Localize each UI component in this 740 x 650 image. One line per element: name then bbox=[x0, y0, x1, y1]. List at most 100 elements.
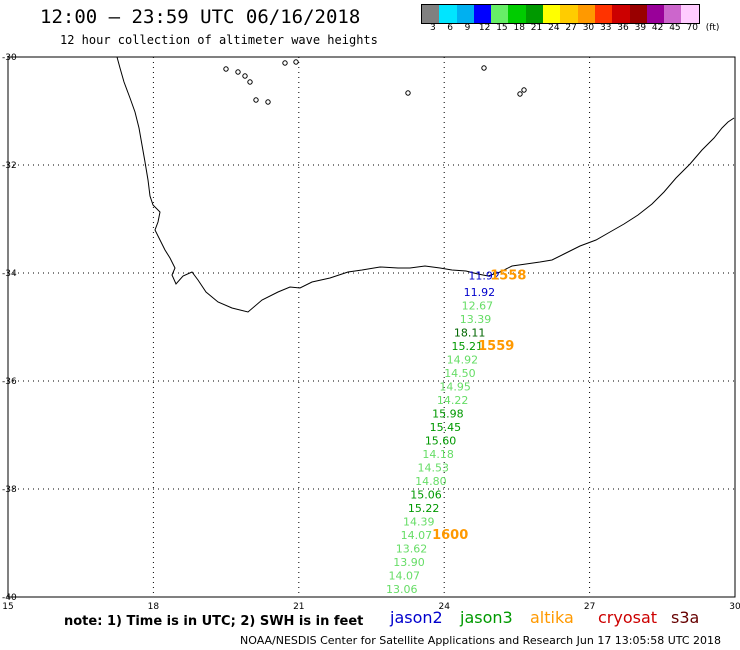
wave-height-label: 14.22 bbox=[437, 394, 469, 407]
inland-water-outline bbox=[521, 87, 527, 93]
wave-height-label: 14.18 bbox=[422, 448, 454, 461]
graticule-grid bbox=[7, 56, 736, 598]
scale-swatch bbox=[525, 5, 544, 23]
inland-water-outline bbox=[223, 66, 229, 72]
wave-height-label: 14.80 bbox=[415, 475, 447, 488]
mission-jason2: jason2 bbox=[390, 608, 443, 627]
wave-height-label: 15.98 bbox=[432, 407, 464, 420]
scale-label: 3 bbox=[430, 23, 436, 33]
inland-water-outline bbox=[253, 97, 259, 103]
wave-height-label: 14.92 bbox=[447, 353, 479, 366]
inland-water-outline bbox=[247, 79, 253, 85]
inland-water-outline bbox=[235, 69, 241, 75]
pass-time-label: 1559 bbox=[478, 339, 514, 354]
wave-height-label: 14.50 bbox=[444, 367, 476, 380]
scale-swatch bbox=[560, 5, 578, 23]
inland-water-outline bbox=[481, 65, 487, 71]
scale-label: 15 bbox=[496, 23, 508, 33]
scale-swatch bbox=[664, 5, 682, 23]
south-africa-coastline bbox=[116, 56, 735, 313]
scale-label: 33 bbox=[600, 23, 612, 33]
wave-height-label: 14.39 bbox=[403, 515, 435, 528]
wave-height-label: 15.06 bbox=[410, 488, 442, 501]
wave-height-label: 14.07 bbox=[401, 529, 433, 542]
map-note: note: 1) Time is in UTC; 2) SWH is in fe… bbox=[64, 614, 364, 629]
scale-label: 12 bbox=[478, 23, 491, 33]
scale-label: 27 bbox=[565, 23, 577, 33]
inland-water-outline bbox=[405, 90, 411, 96]
latitude-label: -36 bbox=[2, 377, 17, 387]
scale-unit: (ft) bbox=[705, 23, 720, 33]
inland-water-outline bbox=[293, 59, 299, 65]
longitude-label: 30 bbox=[729, 602, 740, 612]
mission-altika: altika bbox=[530, 608, 574, 627]
longitude-label: 24 bbox=[438, 602, 450, 612]
longitude-label: 21 bbox=[293, 602, 304, 612]
wave-height-label: 14.95 bbox=[439, 380, 471, 393]
map-title: 12:00 – 23:59 UTC 06/16/2018 bbox=[40, 6, 361, 28]
latitude-label: -40 bbox=[2, 593, 17, 603]
longitude-label: 15 bbox=[2, 602, 13, 612]
scale-swatch bbox=[439, 5, 457, 23]
mission-cryosat: cryosat bbox=[598, 608, 658, 627]
inland-water-outline bbox=[242, 73, 248, 79]
scale-swatch bbox=[543, 5, 561, 23]
scale-label: 21 bbox=[530, 23, 543, 33]
wave-height-label: 15.60 bbox=[425, 434, 457, 447]
wave-height-label: 13.39 bbox=[460, 313, 492, 326]
scale-label: 39 bbox=[634, 23, 647, 33]
pass-time-label: 1558 bbox=[490, 269, 526, 284]
scale-swatch bbox=[473, 5, 492, 23]
longitude-label: 27 bbox=[584, 602, 595, 612]
scale-swatch bbox=[612, 5, 630, 23]
mission-s3a: s3a bbox=[671, 608, 700, 627]
footer-credit: NOAA/NESDIS Center for Satellite Applica… bbox=[240, 634, 722, 647]
wave-height-label: 13.62 bbox=[396, 542, 428, 555]
latitude-label: -30 bbox=[2, 53, 17, 63]
altimeter-track-labels: 11.9211.9212.6713.3918.1115.2114.9214.50… bbox=[386, 269, 526, 596]
scale-label: 42 bbox=[651, 23, 664, 33]
wave-height-label: 18.11 bbox=[454, 326, 486, 339]
scale-swatch bbox=[456, 5, 474, 23]
scale-swatch bbox=[681, 5, 699, 23]
scale-swatch bbox=[629, 5, 647, 23]
coastline bbox=[116, 56, 735, 313]
wave-height-label: 14.07 bbox=[388, 569, 420, 582]
pass-time-label: 1600 bbox=[432, 528, 468, 543]
scale-label: 70 bbox=[686, 23, 698, 33]
wave-height-label: 15.45 bbox=[430, 421, 462, 434]
scale-label: 9 bbox=[464, 23, 471, 33]
wave-height-label: 15.21 bbox=[451, 340, 483, 353]
wave-height-label: 12.67 bbox=[462, 299, 494, 312]
wave-height-label: 14.53 bbox=[418, 461, 450, 474]
inland-water-outline bbox=[265, 99, 271, 105]
scale-swatch bbox=[594, 5, 613, 23]
color-scale-labels: 3 6 9 12 15 18 21 24 27 30 33 36 39 42 45 70 (ft) bbox=[421, 23, 740, 35]
scale-swatch bbox=[508, 5, 526, 23]
latitude-label: -34 bbox=[2, 269, 17, 279]
scale-swatch bbox=[646, 5, 665, 23]
scale-label: 45 bbox=[669, 23, 681, 33]
scale-swatch bbox=[491, 5, 509, 23]
longitude-label: 18 bbox=[148, 602, 160, 612]
scale-swatch bbox=[422, 5, 440, 23]
wave-height-label: 15.22 bbox=[408, 502, 440, 515]
scale-label: 24 bbox=[548, 23, 560, 33]
inland-water-outline bbox=[517, 91, 523, 97]
latitude-label: -38 bbox=[2, 485, 17, 495]
scale-swatch bbox=[577, 5, 595, 23]
wave-height-label: 11.92 bbox=[468, 270, 500, 283]
map-subtitle: 12 hour collection of altimeter wave hei… bbox=[60, 33, 378, 47]
wave-height-label: 11.92 bbox=[464, 286, 496, 299]
map-frame bbox=[7, 56, 736, 598]
inland-water-outline bbox=[282, 60, 288, 66]
scale-label: 30 bbox=[582, 23, 595, 33]
color-scale-bar bbox=[421, 4, 700, 24]
wave-height-label: 13.06 bbox=[386, 583, 418, 596]
scale-label: 36 bbox=[617, 23, 629, 33]
scale-label: 6 bbox=[447, 23, 454, 33]
scale-label: 18 bbox=[513, 23, 525, 33]
wave-height-label: 13.90 bbox=[393, 556, 425, 569]
